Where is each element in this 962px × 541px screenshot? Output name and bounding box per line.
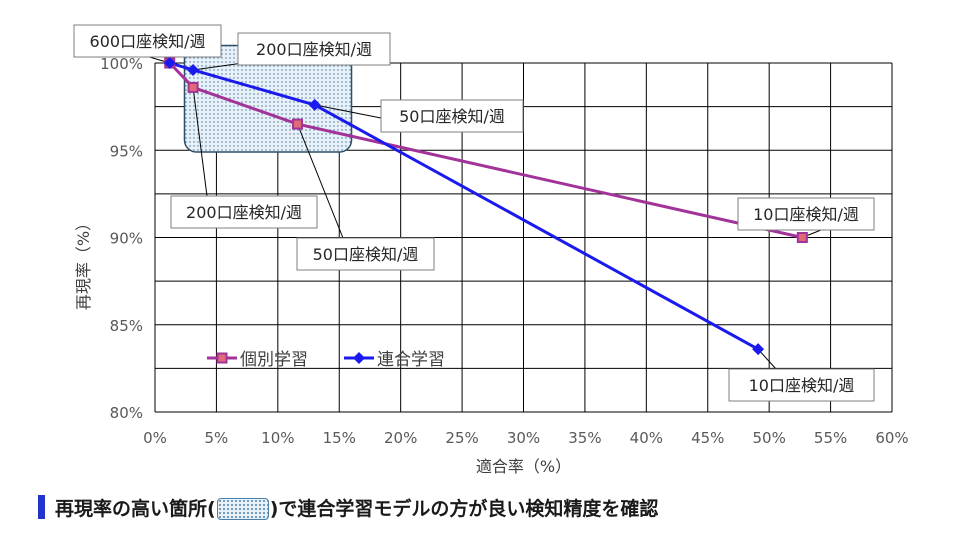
- series-line: [169, 61, 759, 351]
- annotation-label: 10口座検知/週: [753, 205, 859, 224]
- x-tick-label: 10%: [261, 429, 294, 447]
- annotation-leader: [757, 348, 777, 370]
- x-tick-label: 50%: [752, 429, 785, 447]
- x-tick-label: 60%: [875, 429, 908, 447]
- y-axis-title: 再現率（%）: [74, 215, 93, 310]
- legend: 個別学習 連合学習: [207, 350, 445, 370]
- x-tick-label: 35%: [568, 429, 601, 447]
- y-tick-label: 80%: [110, 404, 143, 422]
- legend-marker-square: [216, 352, 228, 364]
- data-point-square: [291, 118, 303, 130]
- recall-precision-chart: 0% 5% 10% 15% 20% 25% 30% 35% 40% 45% 50% 55% 60% 80%…: [73, 24, 909, 476]
- caption-text: 再現率の高い箇所( )で連合学習モデルの方が良い検知精度を確認: [55, 494, 658, 521]
- caption-text-before: 再現率の高い箇所(: [55, 497, 216, 520]
- annotation-label: 200口座検知/週: [186, 203, 302, 222]
- dotted-swatch-icon: [216, 498, 269, 520]
- data-point-square: [796, 232, 808, 243]
- y-tick-label: 90%: [110, 230, 143, 248]
- annotation-leader: [314, 104, 382, 119]
- x-tick-label: 55%: [814, 429, 847, 447]
- y-tick-label: 95%: [110, 142, 143, 160]
- annotation-leader: [192, 87, 208, 197]
- x-tick-label: 5%: [205, 429, 229, 447]
- annotation-box: [73, 24, 222, 58]
- series-layer: [163, 57, 808, 356]
- x-tick-label: 25%: [445, 429, 478, 447]
- caption: 再現率の高い箇所( )で連合学習モデルの方が良い検知精度を確認: [38, 490, 658, 524]
- x-tick-label: 15%: [323, 429, 356, 447]
- x-axis-title: 適合率（%）: [476, 457, 571, 476]
- tick-labels: 0% 5% 10% 15% 20% 25% 30% 35% 40% 45% 50% 55% 60% 80%…: [100, 55, 909, 447]
- annotation-label: 50口座検知/週: [399, 107, 505, 126]
- annotation-leader: [193, 62, 244, 71]
- annotation-label: 10口座検知/週: [749, 376, 855, 395]
- y-tick-label: 85%: [110, 317, 143, 335]
- annotation-callouts: 600口座検知/週 200口座検知/週 50口座検知/週 200口座検知/週 50口座検…: [73, 24, 875, 402]
- data-point-diamond: [752, 343, 765, 356]
- annotation-label: 200口座検知/週: [256, 40, 372, 59]
- x-tick-label: 30%: [507, 429, 540, 447]
- data-point-diamond: [187, 63, 200, 76]
- annotation-box: [380, 99, 524, 133]
- x-tick-label: 0%: [143, 429, 167, 447]
- annotation-box: [728, 368, 875, 402]
- legend-label: 連合学習: [377, 350, 445, 370]
- y-tick-label: 100%: [100, 55, 143, 73]
- x-tick-label: 45%: [691, 429, 724, 447]
- annotation-box: [737, 197, 875, 231]
- x-tick-label: 40%: [630, 429, 663, 447]
- annotation-box: [296, 237, 435, 271]
- caption-text-after: )で連合学習モデルの方が良い検知精度を確認: [269, 497, 659, 520]
- legend-marker-diamond: [353, 352, 365, 364]
- x-tick-label: 20%: [384, 429, 417, 447]
- data-point-diamond: [163, 57, 176, 69]
- data-point-diamond: [308, 98, 321, 111]
- annotation-leader: [297, 123, 344, 239]
- series-line: [168, 61, 803, 239]
- annotation-box: [237, 32, 391, 66]
- annotation-leader-lines: [145, 55, 822, 370]
- annotation-box: [170, 195, 318, 229]
- annotation-label: 600口座検知/週: [90, 32, 206, 51]
- data-point-square: [187, 81, 199, 93]
- caption-accent-bar: [38, 495, 45, 519]
- legend-label: 個別学習: [240, 350, 308, 370]
- annotation-label: 50口座検知/週: [313, 245, 419, 264]
